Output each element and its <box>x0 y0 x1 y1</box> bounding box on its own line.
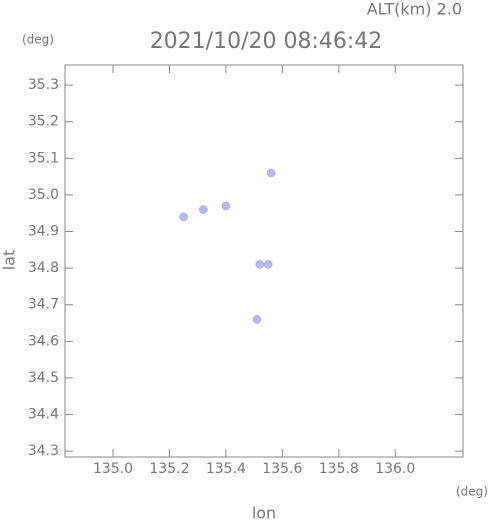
echo-cell <box>266 168 276 178</box>
echo-cell <box>255 260 265 269</box>
x-tick-label: 135.4 <box>206 461 246 477</box>
x-tick-label: 135.2 <box>149 461 189 477</box>
altitude-label: ALT(km) 2.0 <box>367 0 462 19</box>
y-tick-label: 34.9 <box>28 224 59 240</box>
x-axis-label: lon <box>252 504 276 521</box>
echo-cell <box>179 212 188 222</box>
y-tick-label: 35.0 <box>28 187 59 203</box>
y-tick-label: 34.7 <box>28 297 59 313</box>
x-tick-label: 135.8 <box>319 461 359 477</box>
x-tick-label: 135.0 <box>93 461 133 477</box>
plot-frame <box>64 64 464 458</box>
y-axis-label: lat <box>0 250 19 271</box>
echo-cell <box>252 315 262 324</box>
y-tick-label: 35.3 <box>28 77 59 93</box>
x-unit: (deg) <box>456 485 488 499</box>
y-tick-label: 34.6 <box>28 333 59 349</box>
y-unit: (deg) <box>22 33 54 47</box>
echo-cell <box>221 201 231 211</box>
y-tick-label: 34.4 <box>28 407 59 423</box>
y-tick-label: 35.1 <box>28 150 59 166</box>
y-tick-label: 34.3 <box>28 443 59 459</box>
x-tick-label: 135.6 <box>262 461 302 477</box>
echo-cell <box>199 205 208 214</box>
y-tick-label: 34.8 <box>28 260 59 276</box>
y-tick-label: 35.2 <box>28 114 59 130</box>
chart-title: 2021/10/20 08:46:42 <box>150 29 383 54</box>
echo-cell <box>263 260 273 269</box>
y-tick-label: 34.5 <box>28 370 59 386</box>
x-tick-label: 136.0 <box>375 461 415 477</box>
